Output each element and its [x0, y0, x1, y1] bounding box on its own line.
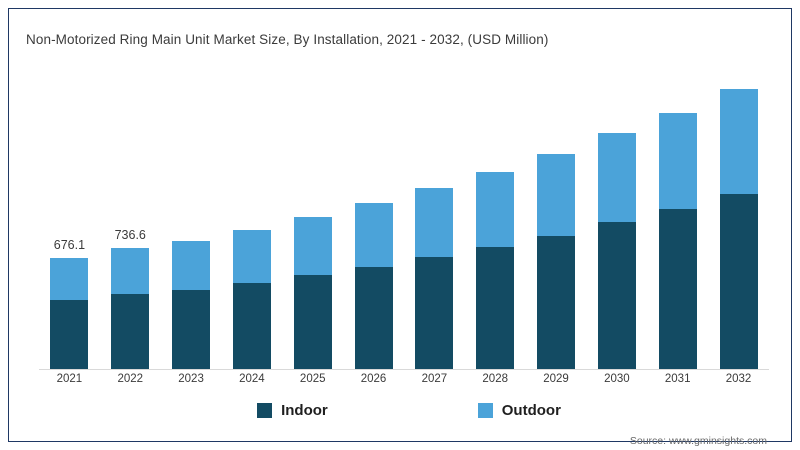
- x-axis-label: 2021: [56, 373, 83, 385]
- x-axis-label: 2029: [543, 373, 569, 385]
- x-axis-label: 2030: [604, 373, 630, 385]
- x-axis-label: 2023: [178, 373, 204, 385]
- bar-stack: [537, 154, 576, 369]
- x-axis-label: 2025: [299, 373, 326, 385]
- bar-group[interactable]: [404, 89, 464, 369]
- bar-group[interactable]: [587, 89, 647, 369]
- bar-stack: [415, 187, 454, 369]
- bar-value-label: 736.6: [114, 227, 146, 242]
- bar-segment-outdoor: [293, 216, 332, 276]
- bar-segment-indoor: [172, 289, 211, 369]
- x-axis-label: 2027: [421, 373, 448, 385]
- bar-segment-indoor: [354, 266, 393, 369]
- x-axis-tick-labels: 2021 2022 2023 2024 2025 2026 2027 2028 2029 2030…: [39, 373, 769, 385]
- bar-group[interactable]: 676.1: [39, 89, 99, 369]
- bar-segment-indoor: [293, 275, 332, 369]
- bar-group[interactable]: [648, 89, 708, 369]
- source-note: Source: www.gminsights.com: [629, 435, 767, 447]
- bar-segment-indoor: [597, 222, 636, 369]
- bar-stack: [232, 229, 271, 369]
- legend-label-indoor: Indoor: [281, 402, 328, 419]
- bar-segment-outdoor: [232, 229, 271, 284]
- bar-segment-indoor: [232, 283, 271, 369]
- bar-segment-indoor: [719, 194, 758, 369]
- chart-title: Non-Motorized Ring Main Unit Market Size…: [26, 32, 549, 47]
- bar-group[interactable]: [344, 89, 404, 369]
- bar-group[interactable]: [283, 89, 343, 369]
- bar-group[interactable]: 736.6: [100, 89, 160, 369]
- bar-stack: [597, 133, 636, 369]
- bar-stack: [172, 240, 211, 369]
- bar-series-container: 676.1 736.6: [39, 89, 769, 369]
- legend-swatch-outdoor: [477, 403, 493, 418]
- bar-group[interactable]: [161, 89, 221, 369]
- bar-segment-indoor: [415, 257, 454, 369]
- bar-segment-outdoor: [537, 154, 576, 236]
- bar-group[interactable]: [465, 89, 525, 369]
- bar-segment-outdoor: [658, 112, 697, 210]
- bar-segment-indoor: [476, 247, 515, 369]
- chart-frame: Non-Motorized Ring Main Unit Market Size…: [8, 8, 792, 447]
- bar-stack: [354, 203, 393, 369]
- chart-legend: Indoor Outdoor: [9, 402, 800, 419]
- legend-item-indoor[interactable]: Indoor: [257, 402, 328, 419]
- bar-segment-outdoor: [476, 172, 515, 248]
- x-axis-label: 2022: [117, 373, 144, 385]
- x-axis-label: 2032: [725, 373, 752, 385]
- legend-item-outdoor[interactable]: Outdoor: [477, 402, 561, 419]
- bar-group[interactable]: [526, 89, 586, 369]
- bar-stack: [50, 257, 89, 369]
- bar-stack: [476, 172, 515, 369]
- bar-value-label: 676.1: [53, 237, 86, 252]
- bar-stack: [658, 112, 697, 369]
- x-axis-label: 2024: [239, 373, 265, 385]
- bar-segment-outdoor: [50, 257, 89, 300]
- legend-swatch-indoor: [257, 403, 273, 418]
- bar-segment-indoor: [537, 235, 576, 369]
- bar-segment-outdoor: [111, 247, 150, 295]
- bar-segment-outdoor: [354, 203, 393, 267]
- legend-label-outdoor: Outdoor: [501, 402, 561, 419]
- bar-segment-indoor: [111, 294, 150, 369]
- bar-stack: [111, 247, 150, 369]
- bar-stack: [719, 89, 758, 369]
- bar-segment-outdoor: [172, 240, 211, 290]
- bar-stack: [293, 216, 332, 369]
- x-axis-label: 2028: [482, 373, 508, 385]
- bar-group[interactable]: [709, 89, 769, 369]
- bar-segment-outdoor: [415, 187, 454, 257]
- bar-segment-indoor: [658, 209, 697, 369]
- bar-group[interactable]: [222, 89, 282, 369]
- bar-segment-indoor: [50, 299, 89, 369]
- x-axis-label: 2031: [664, 373, 691, 385]
- bar-segment-outdoor: [597, 133, 636, 223]
- bar-segment-outdoor: [719, 89, 758, 195]
- x-axis-label: 2026: [360, 373, 387, 385]
- x-axis-line: [39, 369, 769, 370]
